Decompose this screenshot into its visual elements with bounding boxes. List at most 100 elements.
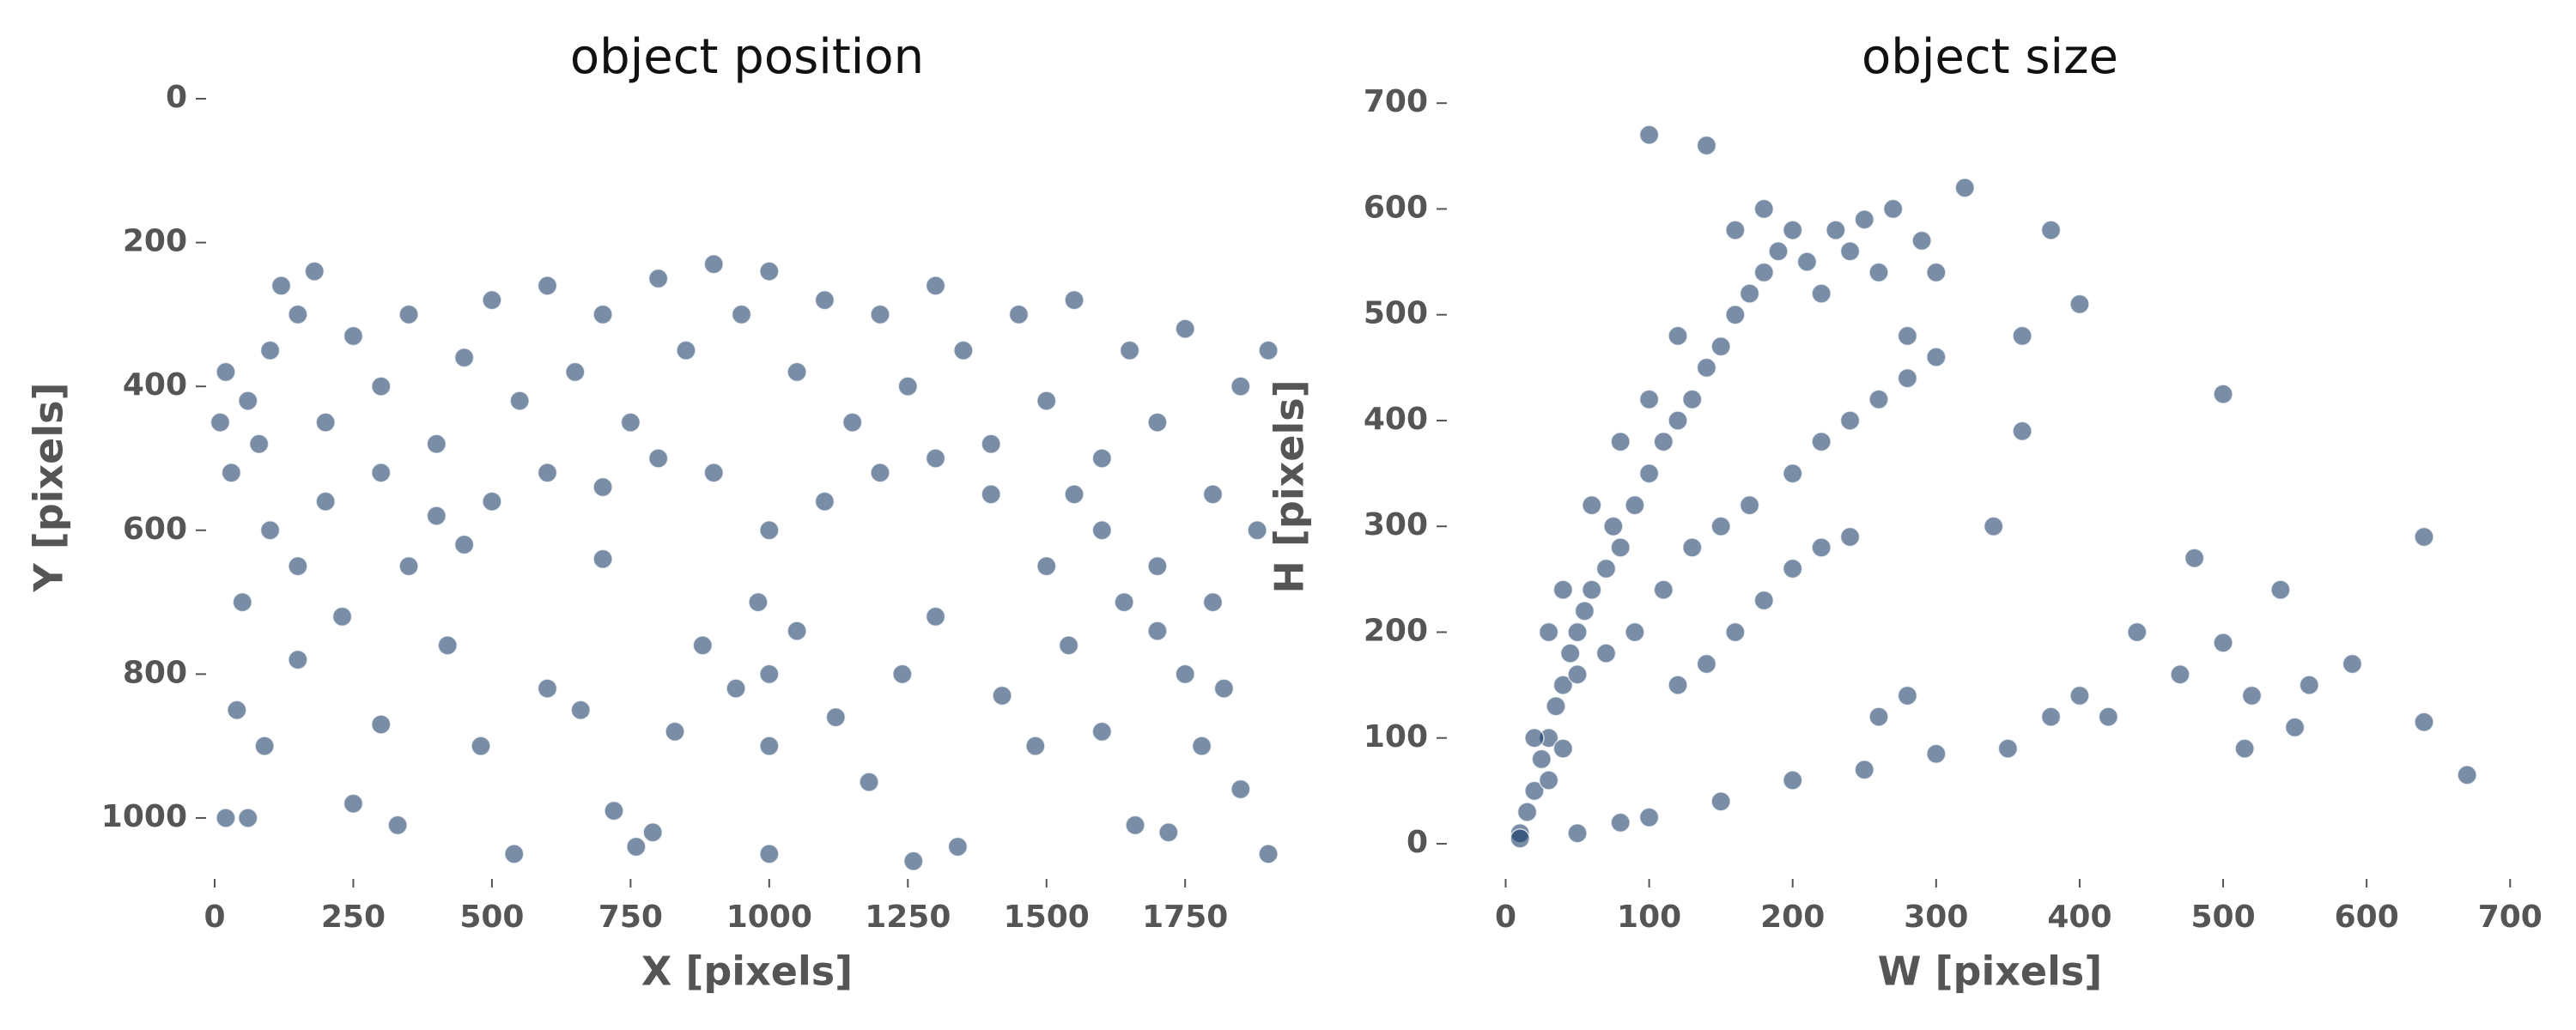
point [1213,678,1235,699]
point [1753,262,1775,283]
x-tick-label: 1750 [1142,900,1228,935]
point [814,491,835,512]
point [1064,484,1084,505]
point [1175,318,1195,339]
point [953,340,974,361]
point [2270,579,2291,600]
point [259,520,281,541]
point [1036,555,1057,577]
point [1202,591,1224,613]
point [726,678,746,699]
point [371,714,392,735]
point [1782,463,1803,484]
point [1625,494,1645,516]
point [1868,262,1889,283]
point [2184,548,2205,568]
point [1638,807,1660,827]
point [1638,389,1660,410]
x-tick-label: 700 [2478,900,2543,935]
y-axis-label: Y [pixels] [26,382,72,592]
point [925,276,946,296]
point [1653,579,1674,600]
point [1516,802,1538,822]
point [1696,357,1717,379]
point [288,555,308,577]
x-tick-label: 1250 [865,900,951,935]
point [1811,431,1832,452]
y-tick-label: 0 [166,80,187,115]
point [1125,815,1145,836]
point [210,412,231,433]
point [1668,675,1688,695]
point [787,361,807,383]
point [270,276,292,296]
point [1258,340,1279,361]
x-axis-label: W [pixels] [1878,948,2103,995]
point [1595,643,1617,663]
point [1753,198,1775,220]
x-tick-label: 1500 [1004,900,1090,935]
point [1595,558,1617,579]
point [2284,717,2306,738]
point [1868,389,1889,410]
point [1753,590,1775,611]
point [981,433,1001,454]
point [731,304,752,325]
point [1897,685,1918,706]
point [437,635,458,656]
point [1710,336,1731,357]
point [2040,706,2062,727]
point [2299,675,2320,695]
point [2069,685,2090,706]
point [1739,283,1760,304]
point [1158,821,1179,843]
point [1524,728,1545,748]
y-tick-label: 200 [1364,613,1428,648]
point [1897,367,1918,389]
point [343,325,364,347]
point [642,821,663,843]
point [565,361,586,383]
point [1191,736,1212,756]
point [1552,738,1574,759]
point [1091,448,1113,469]
point [703,253,724,275]
point [1681,537,1703,558]
point [903,851,924,871]
point [1725,220,1746,240]
y-tick-label: 300 [1364,507,1428,542]
point [870,304,890,325]
point [2170,664,2190,685]
point [859,772,879,792]
point [1230,376,1251,397]
point [1668,410,1688,431]
point [1119,340,1140,361]
point [504,844,525,864]
point [1531,748,1552,770]
point [1739,494,1760,516]
chart-title: object size [1862,29,2118,85]
point [1710,791,1731,812]
point [371,462,392,483]
point [259,340,281,361]
point [1725,304,1746,325]
point [841,412,863,433]
point [1258,844,1279,864]
point [2040,220,2062,240]
chart-title: object position [570,29,924,85]
point [1796,251,1818,272]
point [1574,601,1595,621]
point [692,635,714,656]
point [227,700,247,721]
point [1811,537,1832,558]
point [1954,178,1976,198]
point [676,340,696,361]
point [870,462,890,483]
point [537,678,558,699]
point [216,361,236,383]
point [814,289,835,311]
point [1839,410,1861,431]
x-tick-label: 500 [459,900,524,935]
point [2012,421,2032,442]
